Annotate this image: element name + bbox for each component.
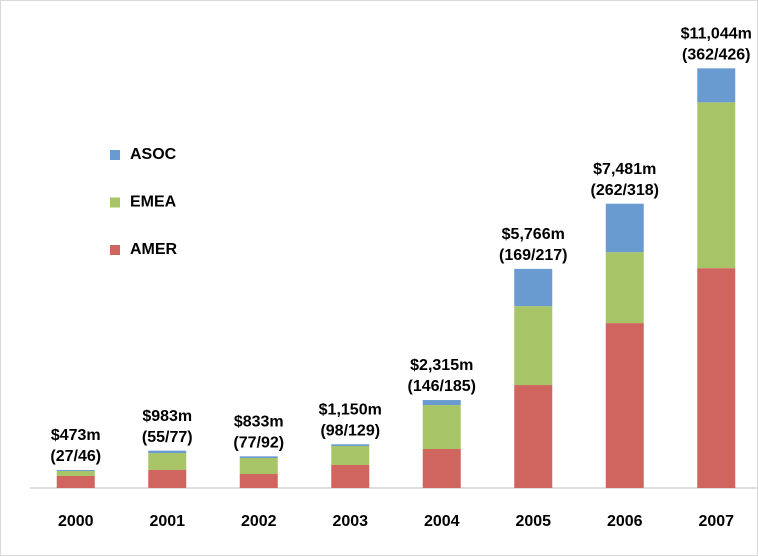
bar-segment bbox=[148, 470, 187, 488]
bar-segment bbox=[148, 450, 187, 454]
x-tick-label: 2004 bbox=[424, 513, 460, 530]
count-label: (77/92) bbox=[233, 435, 284, 452]
x-tick-label: 2003 bbox=[332, 513, 368, 530]
total-label: $11,044m bbox=[681, 26, 752, 43]
count-label: (262/318) bbox=[591, 182, 660, 199]
count-label: (146/185) bbox=[408, 378, 477, 395]
bar-segment bbox=[422, 400, 461, 406]
bar-segment bbox=[697, 268, 736, 488]
count-label: (169/217) bbox=[499, 247, 568, 264]
x-tick-label: 2006 bbox=[607, 513, 643, 530]
bar-segment bbox=[239, 456, 278, 459]
total-label: $5,766m bbox=[502, 226, 565, 243]
bar-segment bbox=[331, 465, 370, 488]
bar-segment bbox=[514, 268, 553, 307]
legend-label: EMEA bbox=[130, 194, 177, 211]
legend-label: ASOC bbox=[130, 146, 177, 163]
x-tick-label: 2005 bbox=[515, 513, 551, 530]
bar-segment bbox=[605, 323, 644, 488]
total-label: $2,315m bbox=[410, 357, 473, 374]
legend-swatch bbox=[110, 245, 120, 255]
total-label: $983m bbox=[142, 408, 192, 425]
total-label: $473m bbox=[51, 427, 101, 444]
bar-segment bbox=[697, 102, 736, 269]
bar-segment bbox=[605, 252, 644, 324]
bar-segment bbox=[422, 405, 461, 450]
legend-label: AMER bbox=[130, 241, 178, 258]
bar-segment bbox=[422, 449, 461, 488]
bar-segment bbox=[56, 475, 95, 488]
count-label: (55/77) bbox=[142, 429, 193, 446]
bar-segment bbox=[697, 68, 736, 103]
legend-swatch bbox=[110, 150, 120, 160]
legend-swatch bbox=[110, 197, 120, 208]
bar-segment bbox=[331, 446, 370, 466]
bar-segment bbox=[514, 306, 553, 386]
bar-segment bbox=[56, 471, 95, 476]
bar-segment bbox=[514, 385, 553, 488]
x-tick-label: 2001 bbox=[149, 513, 185, 530]
total-label: $833m bbox=[234, 414, 284, 431]
total-label: $1,150m bbox=[319, 402, 382, 419]
count-label: (98/129) bbox=[320, 423, 380, 440]
bar-segment bbox=[56, 470, 95, 472]
x-tick-label: 2002 bbox=[241, 513, 277, 530]
bar-segment bbox=[605, 203, 644, 253]
bar-segment bbox=[148, 453, 187, 471]
bar-segment bbox=[331, 444, 370, 447]
total-label: $7,481m bbox=[593, 161, 656, 178]
count-label: (27/46) bbox=[50, 448, 101, 465]
count-label: (362/426) bbox=[682, 47, 751, 64]
bar-segment bbox=[239, 458, 278, 475]
x-tick-label: 2007 bbox=[698, 513, 734, 530]
x-tick-label: 2000 bbox=[58, 513, 94, 530]
bar-segment bbox=[239, 474, 278, 488]
